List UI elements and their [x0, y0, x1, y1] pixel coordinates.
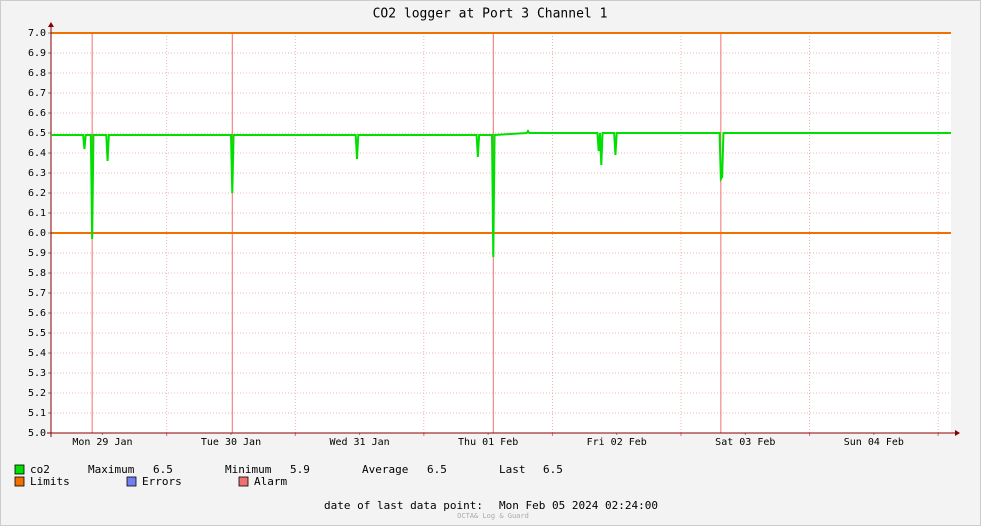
- y-tick-label: 6.9: [28, 48, 46, 59]
- x-tick-label: Sat 03 Feb: [715, 437, 775, 448]
- x-tick-label: Mon 29 Jan: [72, 437, 132, 448]
- y-tick-label: 6.8: [28, 68, 46, 79]
- x-tick-label: Thu 01 Feb: [458, 437, 518, 448]
- footer-value: Mon Feb 05 2024 02:24:00: [499, 499, 658, 512]
- chart-title: CO2 logger at Port 3 Channel 1: [373, 7, 608, 22]
- legend-label: co2: [30, 463, 50, 476]
- x-tick-label: Fri 02 Feb: [587, 437, 647, 448]
- legend-swatch: [14, 464, 25, 475]
- x-tick-label: Wed 31 Jan: [329, 437, 389, 448]
- y-tick-label: 5.2: [28, 388, 46, 399]
- data-line: [51, 129, 951, 258]
- y-tick-label: 7.0: [28, 28, 46, 39]
- y-tick-label: 6.0: [28, 228, 46, 239]
- stat-value: 6.5: [427, 463, 447, 476]
- legend-label: Alarm: [254, 475, 287, 488]
- legend-swatch: [126, 476, 137, 487]
- y-tick-label: 5.0: [28, 428, 46, 439]
- footer-label: date of last data point:: [324, 499, 483, 512]
- y-tick-label: 6.3: [28, 168, 46, 179]
- legend-swatch: [238, 476, 249, 487]
- stat-label: Minimum: [225, 463, 272, 476]
- y-tick-label: 6.2: [28, 188, 46, 199]
- stat-label: Last: [499, 463, 526, 476]
- stat-value: 6.5: [543, 463, 563, 476]
- stat-value: 6.5: [153, 463, 173, 476]
- watermark: OCTA& Log & Guard: [457, 512, 529, 520]
- y-tick-label: 5.7: [28, 288, 46, 299]
- x-tick-label: Tue 30 Jan: [201, 437, 261, 448]
- y-tick-label: 5.3: [28, 368, 46, 379]
- y-tick-label: 5.8: [28, 268, 46, 279]
- y-tick-label: 6.7: [28, 88, 46, 99]
- y-tick-label: 6.5: [28, 128, 46, 139]
- stat-label: Maximum: [88, 463, 135, 476]
- legend-swatch: [14, 476, 25, 487]
- y-tick-label: 5.9: [28, 248, 46, 259]
- y-tick-label: 6.4: [28, 148, 46, 159]
- y-tick-label: 6.1: [28, 208, 46, 219]
- legend-label: Errors: [142, 475, 182, 488]
- y-axis-arrow: [48, 22, 54, 27]
- stat-label: Average: [362, 463, 408, 476]
- x-axis-arrow: [955, 430, 960, 436]
- y-tick-label: 5.1: [28, 408, 46, 419]
- stat-value: 5.9: [290, 463, 310, 476]
- y-tick-label: 5.6: [28, 308, 46, 319]
- y-tick-label: 5.4: [28, 348, 46, 359]
- legend-label: Limits: [30, 475, 70, 488]
- y-tick-label: 5.5: [28, 328, 46, 339]
- y-tick-label: 6.6: [28, 108, 46, 119]
- x-tick-label: Sun 04 Feb: [844, 437, 904, 448]
